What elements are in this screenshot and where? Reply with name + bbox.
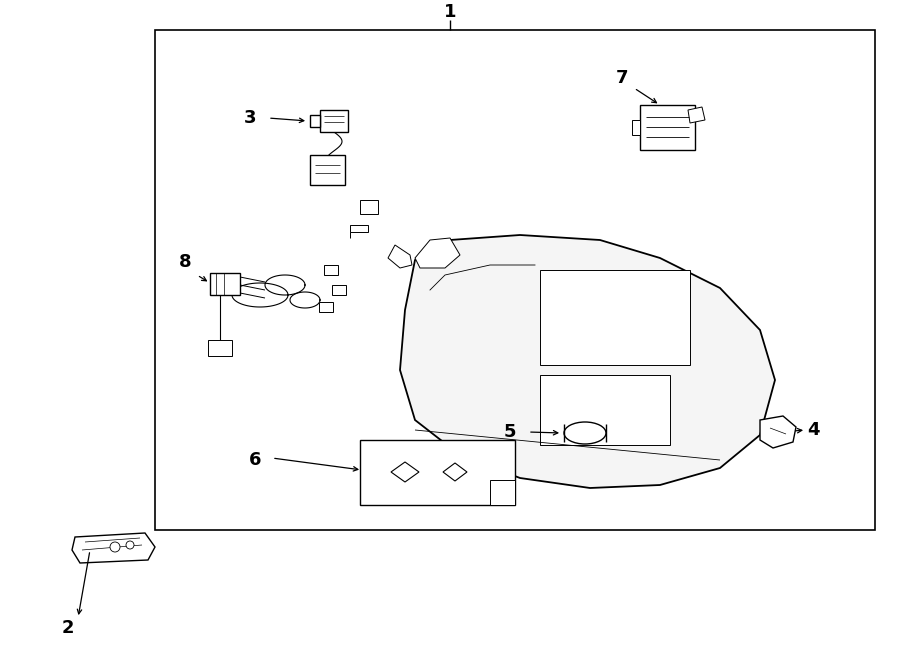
Polygon shape [632,120,640,135]
Bar [319,302,333,312]
Bar [640,105,695,150]
Polygon shape [391,462,419,482]
Bar [310,155,345,185]
Polygon shape [388,245,412,268]
Circle shape [126,541,134,549]
Text: 1: 1 [444,3,456,21]
Polygon shape [72,533,155,563]
Polygon shape [443,463,467,481]
Polygon shape [688,107,705,123]
Polygon shape [400,235,775,488]
Bar [208,340,232,356]
Polygon shape [415,238,460,268]
Polygon shape [490,480,515,505]
Text: 7: 7 [616,69,628,87]
Bar [360,200,378,214]
Bar [320,110,348,132]
Circle shape [110,542,120,552]
Bar [324,265,338,275]
Polygon shape [760,416,796,448]
Bar [155,30,875,530]
Bar [360,440,515,505]
Bar [540,375,670,445]
Bar [210,273,240,295]
Ellipse shape [564,422,606,444]
Text: 6: 6 [248,451,261,469]
Bar [310,115,320,127]
Text: 5: 5 [504,423,517,441]
Polygon shape [350,225,368,232]
Text: 8: 8 [179,253,192,271]
Bar [332,285,346,295]
Text: 3: 3 [244,109,256,127]
Text: 4: 4 [806,421,819,439]
Text: 2: 2 [62,619,74,637]
Bar [540,270,690,365]
